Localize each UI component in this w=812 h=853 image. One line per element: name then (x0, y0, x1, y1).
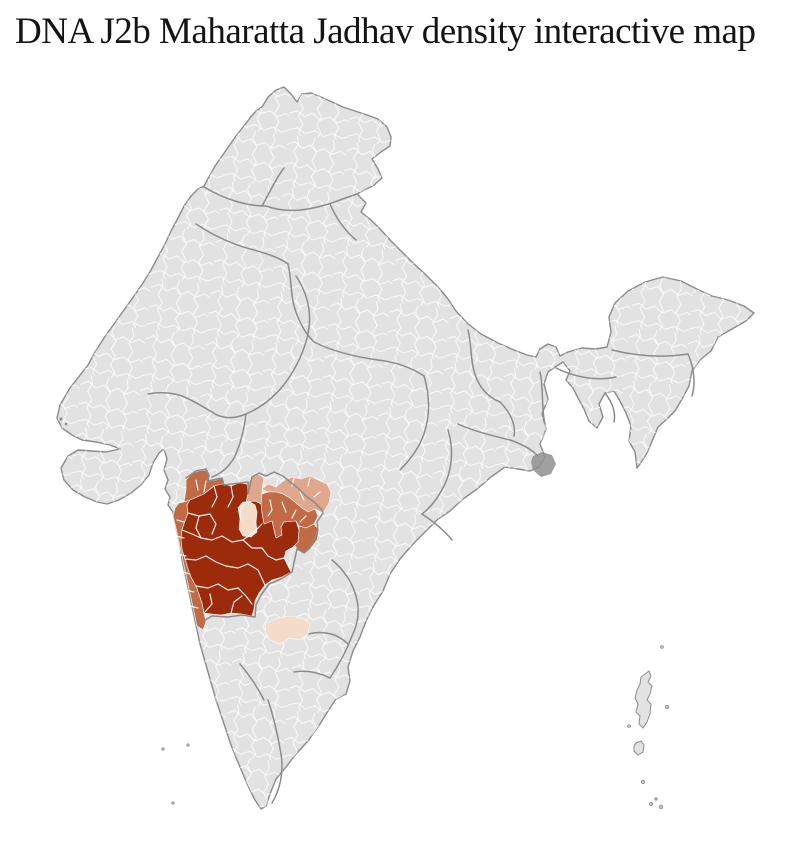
andaman-nicobar-islands (627, 645, 670, 810)
maharashtra-state-border (185, 468, 324, 621)
lakshadweep-islands (161, 743, 190, 805)
india-landmass (56, 86, 755, 810)
district-density-4-center[interactable] (237, 501, 258, 538)
highlight-district-borders (175, 477, 321, 614)
sundarbans-delta (59, 417, 556, 477)
page-title: DNA J2b Maharatta Jadhav density interac… (15, 11, 756, 52)
state-borders (147, 167, 695, 804)
density-choropleth (172, 468, 332, 645)
district-grid (57, 87, 754, 809)
district-density-4-south[interactable] (264, 615, 311, 645)
district-cluster-density-1-core[interactable] (180, 482, 300, 617)
